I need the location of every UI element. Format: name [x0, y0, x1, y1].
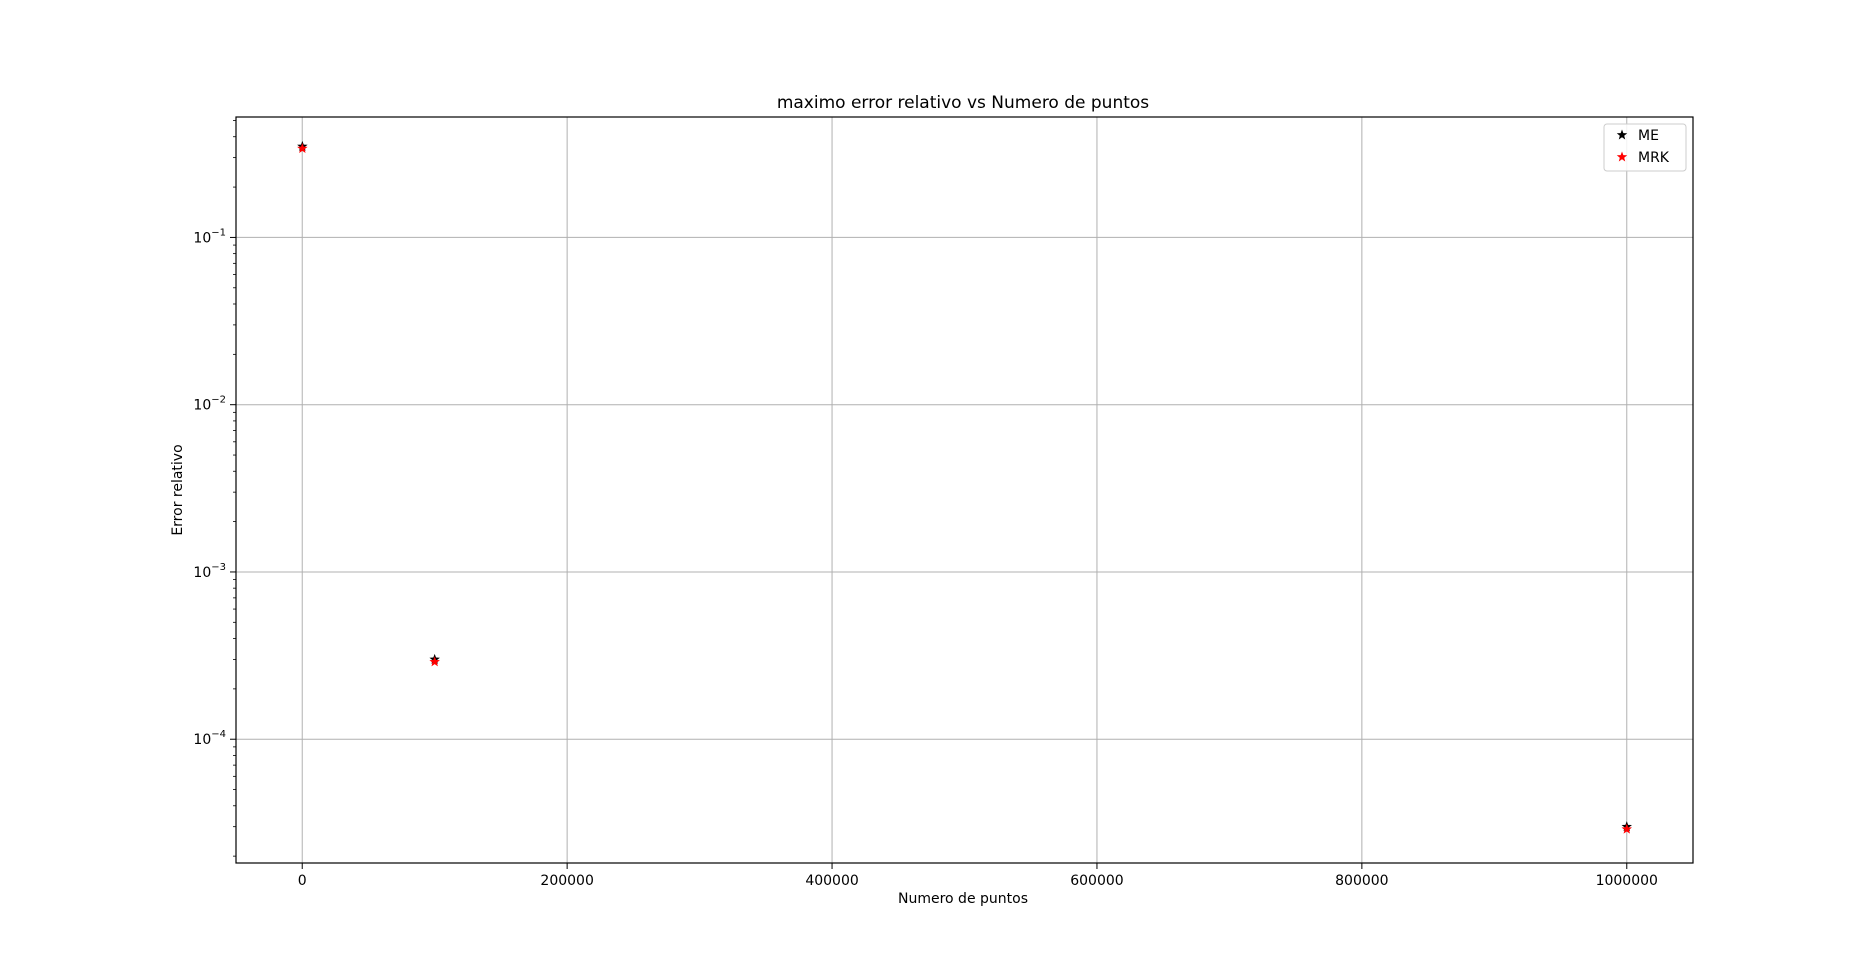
y-tick-label-exponent: −4 — [211, 729, 226, 740]
y-tick-label: 10−2 — [193, 395, 226, 414]
y-tick-label-exponent: −2 — [211, 395, 226, 406]
x-tick-label: 400000 — [805, 873, 858, 889]
mrk-point — [429, 656, 440, 667]
y-tick-label-exponent: −3 — [211, 562, 226, 573]
y-tick-label: 10−1 — [193, 227, 226, 246]
mrk-legend-marker — [1616, 151, 1628, 162]
legend-label: ME — [1638, 128, 1659, 144]
y-tick-label-exponent: −1 — [211, 227, 226, 238]
y-tick-label: 10−4 — [193, 729, 226, 748]
x-axis: 0 200000 400000 600000 800000 1000000 — [298, 863, 1658, 889]
y-tick-label-base: 10 — [193, 230, 211, 246]
mrk-point — [297, 143, 308, 153]
points-layer — [297, 140, 1632, 834]
y-axis: 10−110−210−310−4 — [193, 227, 236, 748]
x-tick-label: 0 — [298, 873, 307, 889]
x-tick-label: 200000 — [540, 873, 593, 889]
x-axis-label: Numero de puntos — [898, 891, 1028, 907]
legend-label: MRK — [1638, 150, 1670, 166]
y-tick-label-base: 10 — [193, 565, 211, 581]
y-axis-label: Error relativo — [170, 444, 186, 535]
plot-frame — [235, 116, 1694, 864]
me-legend-marker — [1616, 129, 1628, 140]
y-tick-label-base: 10 — [193, 732, 211, 748]
y-tick-label-base: 10 — [193, 398, 211, 414]
x-tick-label: 600000 — [1070, 873, 1123, 889]
chart-title: maximo error relativo vs Numero de punto… — [777, 93, 1149, 113]
x-tick-label: 800000 — [1335, 873, 1388, 889]
mrk-point — [1621, 823, 1632, 834]
x-tick-label: 1000000 — [1596, 873, 1658, 889]
grid-layer — [236, 117, 1693, 863]
legend: ME MRK — [1603, 123, 1687, 172]
y-tick-label: 10−3 — [193, 562, 226, 581]
